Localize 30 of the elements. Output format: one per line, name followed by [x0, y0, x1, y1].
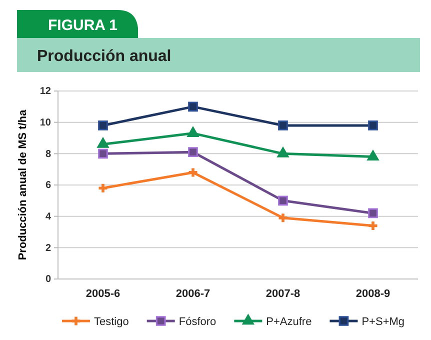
x-tick-label: 2005-6	[86, 288, 120, 300]
point	[368, 208, 378, 218]
legend-label: Fósforo	[178, 316, 216, 328]
y-tick-label: 6	[45, 180, 52, 192]
x-tick-label: 2006-7	[176, 288, 210, 300]
chart-title: Producción anual	[37, 48, 172, 65]
point	[188, 168, 198, 177]
point	[98, 184, 108, 192]
x-tick-label: 2008-9	[356, 288, 390, 300]
y-tick-label: 2	[45, 242, 52, 254]
text: FIGURA 1	[48, 17, 118, 34]
legend-label: P+Azufre	[266, 316, 312, 328]
point	[278, 214, 288, 222]
x-tick-label: 2007-8	[266, 288, 300, 300]
y-axis-title: Producción anual de MS t/ha	[17, 108, 29, 260]
y-tick-label: 10	[40, 118, 52, 129]
legend-label: P+S+Mg	[362, 316, 405, 328]
y-tick-label: 8	[45, 148, 52, 160]
point	[278, 196, 288, 206]
point	[278, 120, 288, 130]
point	[368, 221, 378, 230]
y-tick-label: 4	[45, 212, 52, 223]
point	[98, 148, 108, 159]
y-tick-label: 0	[45, 274, 52, 286]
legend-label: Testigo	[94, 316, 129, 328]
y-tick-label: 12	[40, 86, 52, 98]
point	[188, 147, 198, 158]
point	[98, 120, 108, 130]
point	[368, 120, 378, 130]
point	[188, 102, 198, 112]
